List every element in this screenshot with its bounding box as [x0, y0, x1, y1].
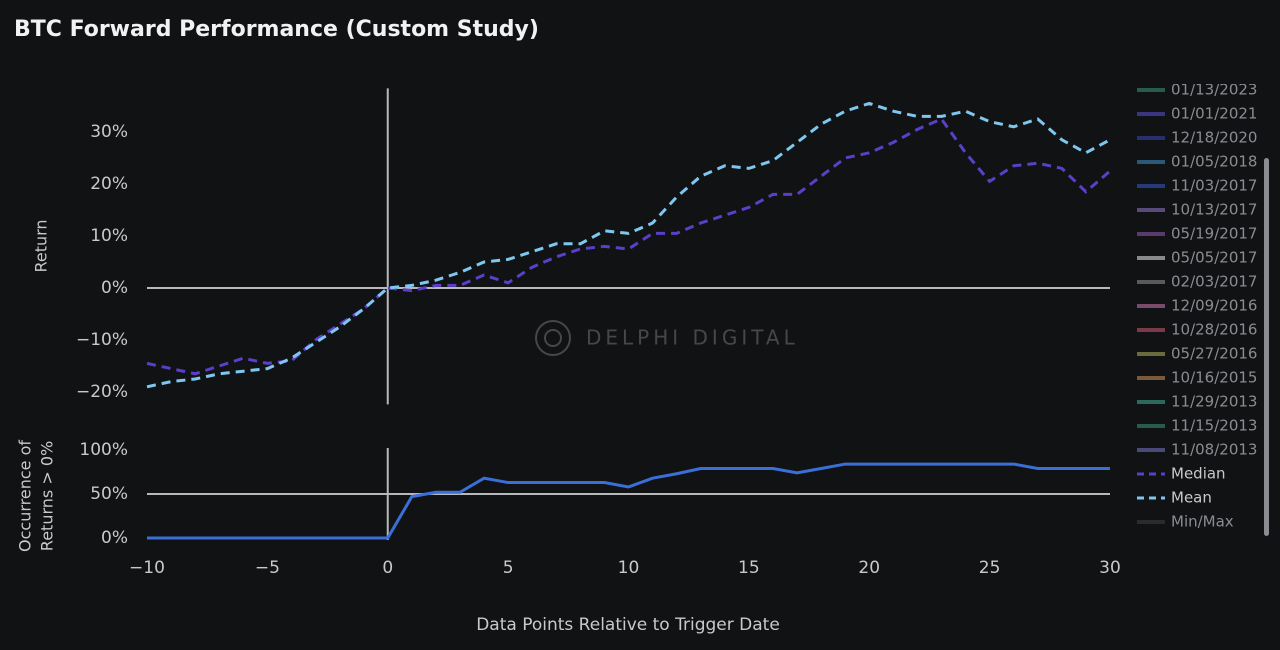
- legend-label: 01/13/2023: [1171, 81, 1257, 99]
- y-tick-label: 50%: [90, 484, 128, 504]
- legend-label: Min/Max: [1171, 513, 1234, 531]
- legend-label: 10/13/2017: [1171, 201, 1257, 219]
- legend-label: 11/29/2013: [1171, 393, 1257, 411]
- y-tick-label: 30%: [90, 122, 128, 142]
- legend-label: 11/03/2017: [1171, 177, 1257, 195]
- x-tick-label: 10: [618, 558, 640, 578]
- legend: 01/13/2023 01/01/2021 12/18/2020 01/05/2018…: [1137, 81, 1257, 531]
- legend-label: 10/28/2016: [1171, 321, 1257, 339]
- x-tick-label: 20: [858, 558, 880, 578]
- y-tick-label: 100%: [79, 440, 128, 460]
- legend-label: 01/01/2021: [1171, 105, 1257, 123]
- x-tick-label: −5: [255, 558, 280, 578]
- y-tick-label: 20%: [90, 174, 128, 194]
- x-axis-label: Data Points Relative to Trigger Date: [476, 615, 780, 635]
- legend-label: 02/03/2017: [1171, 273, 1257, 291]
- data-line: [146, 101, 1111, 389]
- x-tick-label: 30: [1099, 558, 1121, 578]
- y-tick-label: 0%: [101, 278, 128, 298]
- watermark: DELPHI DIGITAL: [535, 320, 799, 356]
- scrollbar[interactable]: [1264, 158, 1269, 536]
- x-tick-label: 0: [382, 558, 393, 578]
- x-tick-label: 5: [503, 558, 514, 578]
- x-tick-label: 15: [738, 558, 760, 578]
- x-tick-label: 25: [979, 558, 1001, 578]
- y-tick-label: −20%: [76, 382, 128, 402]
- legend-label: 05/19/2017: [1171, 225, 1257, 243]
- legend-label: 12/09/2016: [1171, 297, 1257, 315]
- y-tick-label: 0%: [101, 528, 128, 548]
- y-tick-label: −10%: [76, 330, 128, 350]
- legend-label: 11/15/2013: [1171, 417, 1257, 435]
- legend-label: 10/16/2015: [1171, 369, 1257, 387]
- data-line: [147, 462, 1110, 540]
- legend-label: 05/27/2016: [1171, 345, 1257, 363]
- legend-label: 12/18/2020: [1171, 129, 1257, 147]
- watermark-text: DELPHI DIGITAL: [586, 326, 799, 350]
- legend-label: 01/05/2018: [1171, 153, 1257, 171]
- legend-label: 05/05/2017: [1171, 249, 1257, 267]
- y-tick-label: 10%: [90, 226, 128, 246]
- y-axis-label: Occurrence of: [16, 440, 35, 552]
- y-axis-label: Return: [32, 219, 51, 272]
- chart-title: BTC Forward Performance (Custom Study): [14, 17, 539, 42]
- y-axis-label: Returns > 0%: [38, 441, 57, 551]
- legend-label: Mean: [1171, 489, 1212, 507]
- legend-label: 11/08/2013: [1171, 441, 1257, 459]
- legend-label: Median: [1171, 465, 1226, 483]
- x-tick-label: −10: [129, 558, 165, 578]
